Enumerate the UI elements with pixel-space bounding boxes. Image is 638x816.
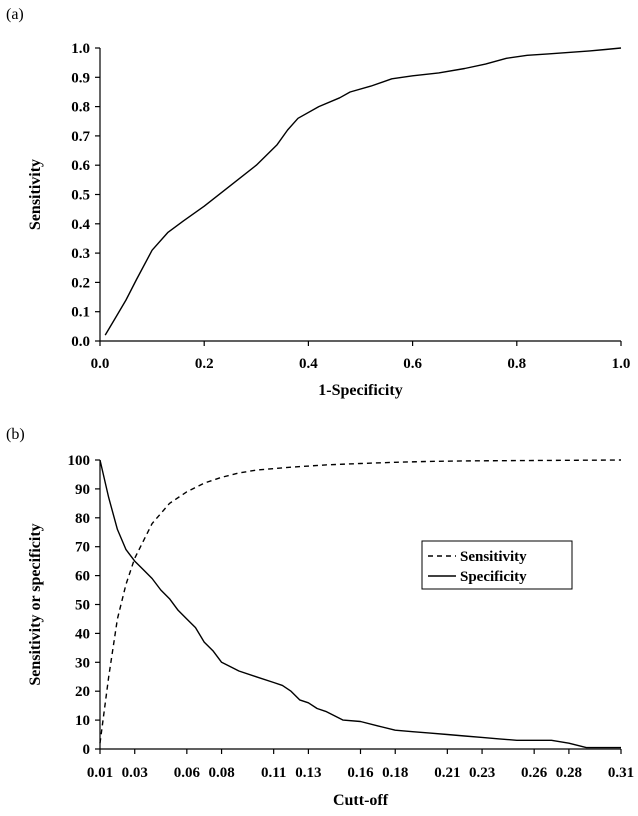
- y-tick-label: 50: [75, 598, 90, 614]
- x-tick-label: 0.16: [347, 765, 374, 781]
- y-tick-label: 70: [75, 540, 90, 556]
- x-tick-label: 0.28: [556, 765, 582, 781]
- x-tick-label: 0.01: [87, 765, 113, 781]
- x-tick-label: 0.08: [208, 765, 234, 781]
- series-line-sensitivity: [99, 459, 622, 744]
- y-tick-label: 0.8: [71, 100, 90, 116]
- y-tick-label: 80: [75, 511, 90, 527]
- y-tick-label: 0.1: [71, 305, 90, 321]
- y-tick-label: 10: [75, 713, 90, 729]
- x-tick-label: 1.0: [612, 356, 631, 372]
- y-tick-label: 100: [68, 453, 91, 469]
- roc-chart: 0.0 0.1 0.2 0.3 0.4 0.5 0.6 0.7 0.8 0.9 1.0 0.0 0.2 0…: [27, 41, 631, 399]
- x-tick-label: 0.23: [469, 765, 495, 781]
- series-line: [104, 47, 622, 336]
- y-axis-title: Sensitivity or specificity: [27, 523, 44, 685]
- y-tick-label: 60: [75, 569, 90, 585]
- x-tick-label: 0.0: [91, 356, 110, 372]
- legend-label-sensitivity: Sensitivity: [460, 549, 527, 565]
- y-axis-title: Sensitivity: [27, 159, 44, 230]
- x-tick-label: 0.13: [295, 765, 321, 781]
- y-tick-label: 40: [75, 626, 90, 642]
- y-tick-label: 0.4: [71, 217, 90, 233]
- y-tick-label: 0.2: [71, 275, 90, 291]
- series-line-specificity: [99, 459, 621, 749]
- x-tick-label: 0.2: [195, 356, 214, 372]
- x-tick-label: 0.8: [507, 356, 526, 372]
- y-tick-label: 30: [75, 655, 90, 671]
- x-axis-title: Cutt-off: [333, 792, 389, 809]
- y-tick-label: 0.5: [71, 188, 90, 204]
- y-tick-label: 0.0: [71, 334, 90, 350]
- x-tick-label: 0.31: [608, 765, 634, 781]
- x-tick-label: 0.18: [382, 765, 408, 781]
- panel-b-label: (b): [6, 426, 25, 443]
- y-tick-label: 1.0: [71, 41, 90, 57]
- y-tick-label: 0.7: [71, 129, 90, 145]
- x-tick-label: 0.21: [434, 765, 460, 781]
- y-tick-label: 0.9: [71, 70, 90, 86]
- x-tick-label: 0.06: [174, 765, 201, 781]
- legend-label-specificity: Specificity: [460, 569, 527, 585]
- y-tick-label: 0: [83, 742, 91, 758]
- x-tick-label: 0.6: [403, 356, 422, 372]
- y-tick-label: 0.6: [71, 158, 90, 174]
- panel-a-label: (a): [6, 6, 24, 23]
- y-tick-label: 20: [75, 684, 90, 700]
- legend-box: [421, 540, 573, 590]
- x-axis-title: 1-Specificity: [318, 382, 402, 399]
- x-tick-label: 0.26: [521, 765, 548, 781]
- x-tick-label: 0.4: [299, 356, 318, 372]
- y-tick-label: 0.3: [71, 246, 90, 262]
- x-tick-label: 0.03: [122, 765, 148, 781]
- y-tick-label: 90: [75, 482, 90, 498]
- x-tick-label: 0.11: [261, 765, 286, 781]
